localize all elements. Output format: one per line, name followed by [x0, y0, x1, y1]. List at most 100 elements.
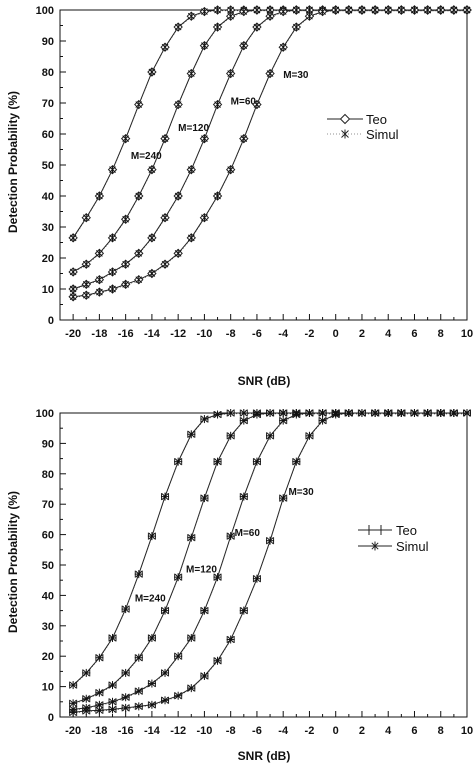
- x-tick-label: 0: [333, 328, 339, 340]
- point-simul: [306, 12, 313, 21]
- point-simul: [161, 43, 169, 52]
- point-simul: [69, 267, 77, 276]
- x-tick-label: -12: [170, 725, 186, 737]
- y-tick-label: 60: [42, 129, 54, 141]
- point-simul: [200, 606, 209, 615]
- curve-label: M=240: [131, 151, 162, 162]
- point-simul: [463, 6, 471, 14]
- point-simul: [187, 69, 195, 78]
- y-tick-label: 70: [42, 499, 54, 511]
- x-axis-title: SNR (dB): [238, 374, 291, 388]
- point-simul: [266, 536, 275, 545]
- y-tick-label: 20: [42, 253, 54, 265]
- curve-label: M=120: [186, 565, 217, 576]
- point-simul: [201, 213, 208, 222]
- point-simul: [187, 633, 196, 642]
- point-simul: [344, 409, 353, 417]
- x-tick-label: -18: [91, 725, 107, 737]
- point-simul: [109, 233, 116, 242]
- y-tick-label: 0: [48, 712, 54, 724]
- legend: Teo Simul: [358, 523, 429, 554]
- series-teo-line: [72, 9, 467, 239]
- point-simul: [252, 574, 261, 583]
- point-simul: [279, 409, 288, 417]
- point-simul: [398, 6, 405, 14]
- point-simul: [122, 215, 129, 224]
- point-simul: [108, 681, 117, 690]
- point-simul: [148, 233, 156, 242]
- point-simul: [187, 12, 195, 21]
- series-teo-line: [72, 9, 467, 273]
- point-simul: [357, 409, 366, 417]
- point-simul: [135, 100, 143, 109]
- point-simul: [226, 431, 235, 440]
- point-simul: [69, 708, 78, 717]
- point-simul: [135, 192, 143, 200]
- point-simul: [69, 233, 77, 242]
- x-tick-label: -6: [252, 328, 262, 340]
- point-simul: [174, 192, 182, 200]
- point-simul: [279, 43, 287, 52]
- point-simul: [201, 7, 208, 16]
- x-tick-label: -10: [196, 328, 212, 340]
- point-simul: [292, 23, 300, 32]
- x-tick-label: 0: [333, 725, 339, 737]
- x-tick-label: -8: [226, 328, 236, 340]
- point-simul: [82, 280, 90, 289]
- x-tick-label: -20: [65, 725, 81, 737]
- point-simul: [226, 532, 235, 541]
- plot-frame: [59, 9, 468, 321]
- legend-simul-label: Simul: [366, 127, 399, 142]
- series-teo-line: [72, 412, 467, 704]
- point-simul: [174, 100, 182, 109]
- point-simul: [96, 288, 103, 297]
- curve-label: M=240: [135, 593, 166, 604]
- point-simul: [214, 23, 221, 32]
- point-simul: [319, 7, 326, 16]
- point-simul: [227, 165, 235, 174]
- point-simul: [437, 6, 445, 14]
- x-tick-label: 10: [461, 725, 473, 737]
- y-tick-label: 100: [36, 408, 54, 420]
- y-tick-label: 90: [42, 36, 54, 48]
- legend: Teo Simul: [327, 112, 399, 142]
- point-simul: [109, 285, 116, 293]
- y-tick-label: 100: [36, 5, 54, 17]
- point-simul: [121, 693, 130, 702]
- y-tick-label: 40: [42, 191, 54, 203]
- point-simul: [95, 653, 104, 662]
- x-tick-label: -6: [252, 725, 262, 737]
- point-simul: [411, 6, 418, 14]
- point-simul: [161, 492, 170, 501]
- point-simul: [147, 700, 156, 709]
- point-simul: [331, 410, 340, 419]
- point-simul: [239, 606, 248, 615]
- point-simul: [148, 68, 156, 76]
- legend-teo-marker: [339, 113, 351, 125]
- y-tick-label: 10: [42, 682, 54, 694]
- point-simul: [122, 280, 129, 289]
- point-simul: [318, 416, 327, 425]
- point-simul: [240, 134, 248, 143]
- point-simul: [161, 260, 169, 269]
- point-simul: [345, 6, 353, 14]
- point-simul: [121, 703, 130, 712]
- series-simul-line: [72, 10, 467, 274]
- point-simul: [423, 409, 432, 417]
- point-simul: [69, 285, 77, 293]
- x-tick-label: 8: [438, 725, 444, 737]
- point-simul: [109, 165, 116, 174]
- curve-label: M=120: [178, 123, 209, 134]
- point-simul: [69, 681, 78, 690]
- point-simul: [292, 457, 301, 466]
- x-tick-label: -16: [118, 328, 134, 340]
- point-simul: [253, 6, 261, 14]
- series-teo-line: [72, 9, 467, 290]
- point-simul: [318, 409, 327, 417]
- point-simul: [147, 633, 156, 642]
- point-simul: [214, 6, 221, 14]
- point-simul: [252, 457, 261, 466]
- point-simul: [161, 668, 170, 677]
- y-axis-title: Detection Probability (%): [6, 491, 20, 633]
